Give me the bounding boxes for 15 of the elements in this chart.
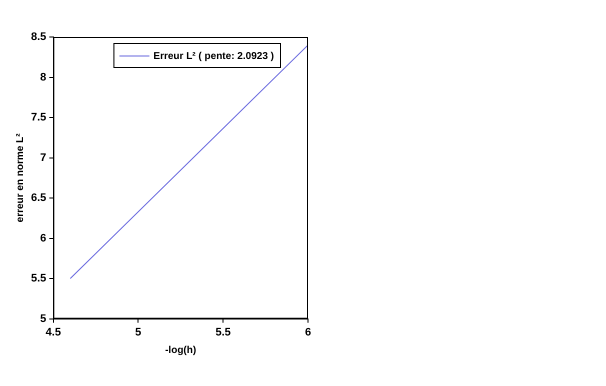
y-tick-label: 6 xyxy=(40,232,46,244)
y-tick-label: 7 xyxy=(40,152,46,164)
y-axis-title: erreur en norme L² xyxy=(14,132,26,222)
x-axis-title: -log(h) xyxy=(165,344,196,356)
y-tick-label: 6.5 xyxy=(30,192,46,204)
y-tick-label: 8.5 xyxy=(30,31,46,44)
y-tick-label: 7.5 xyxy=(30,112,46,124)
y-tick-label: 5.5 xyxy=(30,272,46,285)
x-tick-label: 5 xyxy=(135,326,142,338)
x-tick-label: 4.5 xyxy=(46,326,61,338)
y-tick-label: 5 xyxy=(40,312,46,325)
legend-label: Erreur L² ( pente: 2.0923 ) xyxy=(153,50,274,62)
x-tick-label: 6 xyxy=(304,326,312,338)
y-tick-label: 8 xyxy=(40,71,46,84)
x-tick-label: 5.5 xyxy=(215,326,231,338)
